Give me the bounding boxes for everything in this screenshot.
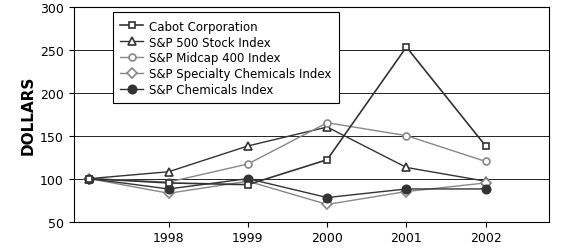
S&P Chemicals Index <box>86 177 93 180</box>
Line: S&P Midcap 400 Index: S&P Midcap 400 Index <box>86 120 489 186</box>
S&P Midcap 400 Index <box>403 135 410 138</box>
S&P 500 Stock Index <box>86 177 93 180</box>
S&P 500 Stock Index <box>245 145 251 148</box>
S&P Specialty Chemicals Index <box>165 192 172 195</box>
S&P Midcap 400 Index <box>482 160 489 163</box>
S&P Midcap 400 Index <box>324 122 331 125</box>
Line: S&P Specialty Chemicals Index: S&P Specialty Chemicals Index <box>86 175 489 208</box>
Cabot Corporation <box>324 159 331 162</box>
S&P Chemicals Index <box>403 188 410 191</box>
S&P 500 Stock Index <box>403 166 410 169</box>
Cabot Corporation <box>482 145 489 148</box>
S&P Specialty Chemicals Index <box>403 190 410 193</box>
S&P Specialty Chemicals Index <box>86 177 93 180</box>
Line: Cabot Corporation: Cabot Corporation <box>86 44 489 188</box>
S&P Specialty Chemicals Index <box>324 203 331 206</box>
S&P Chemicals Index <box>245 177 251 180</box>
S&P 500 Stock Index <box>482 180 489 183</box>
S&P Midcap 400 Index <box>86 177 93 180</box>
Cabot Corporation <box>245 183 251 186</box>
S&P 500 Stock Index <box>324 126 331 129</box>
S&P Chemicals Index <box>482 188 489 191</box>
S&P Specialty Chemicals Index <box>245 180 251 183</box>
Cabot Corporation <box>403 46 410 49</box>
Y-axis label: DOLLARS: DOLLARS <box>21 75 36 154</box>
Cabot Corporation <box>165 182 172 185</box>
S&P Midcap 400 Index <box>245 163 251 166</box>
Cabot Corporation <box>86 177 93 180</box>
S&P Specialty Chemicals Index <box>482 182 489 185</box>
S&P Chemicals Index <box>165 188 172 191</box>
Legend: Cabot Corporation, S&P 500 Stock Index, S&P Midcap 400 Index, S&P Specialty Chem: Cabot Corporation, S&P 500 Stock Index, … <box>113 13 339 104</box>
Line: S&P Chemicals Index: S&P Chemicals Index <box>85 175 490 202</box>
S&P Chemicals Index <box>324 196 331 199</box>
S&P Midcap 400 Index <box>165 181 172 184</box>
S&P 500 Stock Index <box>165 171 172 174</box>
Line: S&P 500 Stock Index: S&P 500 Stock Index <box>85 123 490 186</box>
